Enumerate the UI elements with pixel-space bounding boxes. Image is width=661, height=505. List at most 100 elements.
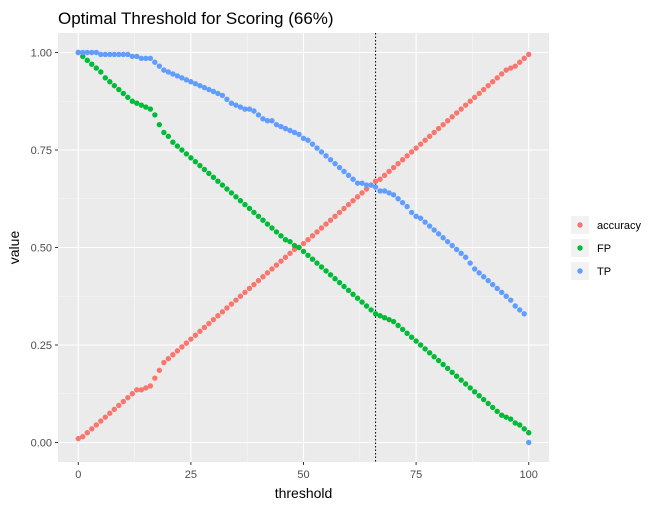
point-fp [404,330,410,336]
point-tp [251,108,257,114]
point-fp [512,420,518,426]
point-tp [219,92,226,99]
point-tp [323,153,329,159]
point-fp [156,121,163,128]
point-fp [93,65,99,71]
point-fp [467,385,473,391]
point-fp [444,365,451,372]
point-tp [476,270,482,276]
point-tp [156,63,163,69]
point-accuracy [161,359,167,366]
point-tp [269,118,275,124]
point-tp [206,86,212,93]
point-accuracy [476,90,482,97]
point-tp [359,180,365,186]
legend: accuracy FP TP [571,216,642,280]
point-fp [354,295,361,301]
point-fp [332,276,338,282]
point-fp [282,237,289,243]
point-tp [521,311,527,317]
point-accuracy [89,426,95,432]
point-accuracy [125,394,131,401]
y-axis-title: value [6,231,22,265]
point-accuracy [512,63,518,69]
point-tp [494,285,500,292]
point-fp [125,94,131,101]
point-fp [395,322,401,329]
point-tp [336,164,343,171]
point-fp [246,205,253,212]
point-tp [120,51,127,58]
point-fp [489,404,496,411]
point-tp [332,160,338,167]
point-tp [197,82,203,89]
point-tp [152,59,158,65]
point-tp [449,242,455,249]
point-tp [129,53,136,60]
point-accuracy [508,65,514,71]
grid-major [58,33,549,462]
point-tp [399,199,406,206]
point-fp [368,307,374,313]
points-layer [75,49,532,446]
point-tp [485,277,491,284]
point-accuracy [278,258,284,264]
point-accuracy [309,233,316,239]
point-accuracy [327,217,334,223]
point-fp [305,252,311,258]
point-tp [111,51,118,58]
point-fp [210,174,217,180]
point-fp [251,209,257,216]
point-fp [80,53,86,60]
series-fp [75,49,532,436]
point-tp [444,238,451,245]
point-accuracy [453,110,460,116]
point-tp [201,84,208,91]
point-accuracy [80,433,86,440]
point-tp [89,49,95,56]
point-accuracy [192,332,199,338]
point-accuracy [183,340,190,346]
point-fp [134,100,140,106]
point-fp [228,190,235,196]
point-accuracy [467,98,473,104]
point-tp [98,51,104,58]
point-fp [453,373,460,379]
point-tp [192,81,199,87]
point-accuracy [219,309,226,315]
point-fp [323,268,329,274]
point-fp [372,311,379,317]
point-accuracy [201,324,208,331]
point-tp [517,307,523,313]
point-tp [161,67,167,73]
point-accuracy [314,229,320,235]
x-axis: 0 25 50 75 100 [75,462,538,481]
x-tick-label: 100 [520,469,538,481]
point-accuracy [480,86,487,93]
point-fp [201,166,208,173]
point-fp [147,106,154,112]
point-tp [84,49,90,56]
y-tick-label: 1.00 [31,48,52,60]
point-accuracy [485,82,491,89]
point-tp [422,219,428,225]
point-tp [512,303,518,309]
point-tp [93,49,99,56]
point-accuracy [152,375,158,381]
point-accuracy [129,391,136,397]
point-fp [476,393,482,399]
point-accuracy [431,129,437,136]
chart-title: Optimal Threshold for Scoring (66%) [58,9,334,28]
point-fp [359,299,365,305]
point-accuracy [291,246,298,253]
point-fp [499,412,505,418]
point-tp [278,123,284,130]
legend-key-fp [577,245,583,251]
point-fp [264,221,271,227]
point-fp [102,75,108,81]
point-fp [422,346,428,352]
point-accuracy [390,164,397,171]
legend-label-accuracy: accuracy [597,220,642,232]
point-tp [309,141,316,147]
point-accuracy [517,59,523,65]
